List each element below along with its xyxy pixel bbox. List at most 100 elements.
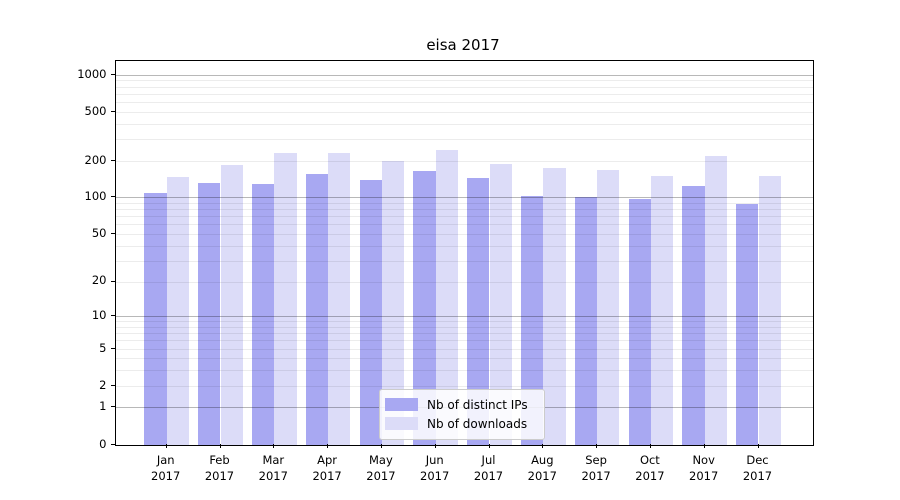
legend-item-distinct-ips: Nb of distinct IPs [385, 395, 536, 414]
x-tick [380, 443, 382, 448]
legend-item-downloads: Nb of downloads [385, 414, 536, 433]
gridline-minor [115, 111, 813, 113]
bar-downloads [597, 170, 620, 445]
x-tick [703, 443, 705, 448]
gridline-minor [115, 216, 813, 218]
y-tick-label: 0 [99, 436, 107, 451]
gridline-major [115, 74, 813, 76]
bar-downloads [166, 176, 189, 445]
gridline-minor [115, 80, 813, 82]
gridline-minor [115, 245, 813, 247]
x-tick-label: Aug 2017 [527, 452, 557, 483]
bar-downloads [650, 176, 674, 445]
gridline-minor [115, 224, 813, 226]
gridline-minor [115, 101, 813, 103]
y-tick-label: 200 [84, 152, 107, 167]
x-tick [327, 443, 329, 448]
gridline-minor [115, 348, 813, 350]
gridline-minor [115, 260, 813, 262]
legend-label-downloads: Nb of downloads [427, 416, 528, 431]
legend: Nb of distinct IPs Nb of downloads [379, 389, 545, 440]
gridline-minor [115, 160, 813, 162]
gridline-minor [115, 326, 813, 328]
x-tick-label: Jan 2017 [151, 452, 181, 483]
x-tick-label: Dec 2017 [742, 452, 773, 483]
y-tick [110, 384, 115, 386]
y-tick-label: 10 [91, 308, 107, 323]
x-tick [649, 443, 651, 448]
gridline-minor [115, 358, 813, 360]
x-tick [273, 443, 275, 448]
bar-distinct-ips [198, 182, 221, 445]
y-tick-label: 1000 [77, 66, 107, 81]
y-tick [110, 443, 115, 445]
gridline-minor [115, 123, 813, 125]
y-tick [110, 315, 115, 317]
gridline-minor [115, 93, 813, 95]
y-tick [110, 233, 115, 234]
y-tick-label: 500 [84, 103, 107, 118]
x-tick-label: Nov 2017 [689, 452, 719, 483]
legend-swatch-downloads [385, 417, 418, 430]
gridline-minor [115, 234, 813, 235]
x-tick [542, 443, 544, 448]
gridline-minor [115, 333, 813, 335]
bar-downloads [489, 164, 512, 445]
bar-distinct-ips [144, 193, 167, 445]
bar-distinct-ips [413, 170, 436, 445]
bar-distinct-ips [736, 203, 759, 445]
gridline-minor [115, 340, 813, 342]
y-tick [110, 280, 115, 282]
x-tick-label: Feb 2017 [204, 452, 235, 483]
gridline-major [115, 197, 813, 199]
bar-distinct-ips [305, 174, 329, 445]
gridline-minor [115, 321, 813, 323]
x-tick [596, 443, 598, 448]
bar-downloads [274, 152, 297, 445]
x-tick-label: Mar 2017 [258, 452, 288, 483]
y-tick-label: 50 [91, 225, 107, 240]
x-tick-label: Sep 2017 [581, 452, 611, 483]
gridline-minor [115, 202, 813, 204]
chart-title: eisa 2017 [426, 36, 500, 54]
x-tick [757, 443, 759, 448]
legend-label-distinct-ips: Nb of distinct IPs [427, 397, 528, 412]
bar-downloads [328, 153, 351, 445]
y-tick [110, 110, 115, 112]
bar-downloads [704, 155, 727, 445]
y-tick-label: 2 [99, 377, 107, 392]
bar-downloads [758, 176, 781, 445]
gridline-minor [115, 138, 813, 140]
gridline-minor [115, 281, 813, 283]
gridline-major [115, 316, 813, 318]
plot-area [114, 59, 814, 446]
gridline-minor [115, 370, 813, 372]
legend-swatch-distinct-ips [385, 398, 418, 411]
y-tick-label: 1 [99, 399, 107, 414]
y-tick-label: 100 [84, 189, 107, 204]
x-tick [434, 443, 436, 448]
bar-distinct-ips [521, 195, 544, 445]
gridline-minor [115, 86, 813, 88]
gridline-minor [115, 385, 813, 387]
bar-downloads [381, 160, 405, 445]
y-tick-label: 20 [91, 273, 107, 288]
bar-distinct-ips [252, 184, 275, 445]
bar-distinct-ips [574, 197, 598, 445]
bar-downloads [543, 168, 566, 445]
x-tick-label: May 2017 [366, 452, 396, 483]
x-tick [488, 443, 490, 448]
y-tick [110, 406, 115, 408]
bar-distinct-ips [628, 198, 651, 445]
x-tick-label: Apr 2017 [312, 452, 342, 483]
y-tick [110, 159, 115, 161]
x-tick-label: Jul 2017 [473, 452, 504, 483]
x-tick [219, 443, 221, 448]
bar-downloads [435, 150, 458, 445]
y-tick [110, 196, 115, 198]
x-tick-label: Jun 2017 [420, 452, 450, 483]
gridline-minor [115, 209, 813, 211]
bar-downloads [220, 165, 243, 445]
bar-distinct-ips [682, 185, 705, 445]
